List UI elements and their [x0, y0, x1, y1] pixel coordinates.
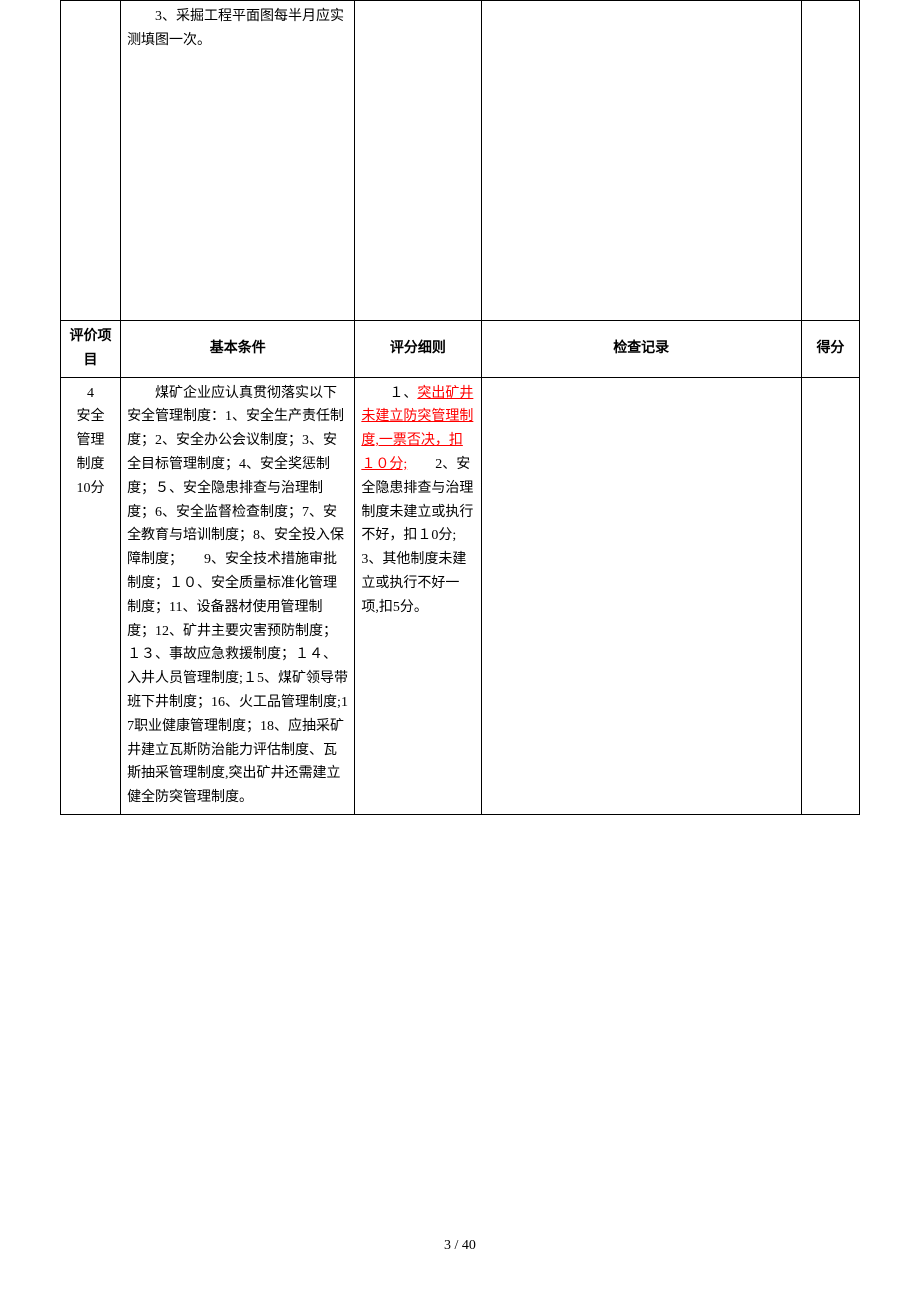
criteria-cell: [355, 1, 481, 321]
category-text: 10分: [77, 481, 105, 496]
category-text: 管理: [77, 433, 105, 448]
category-cell: 4 安全 管理 制度 10分: [61, 377, 121, 814]
record-cell: [481, 377, 801, 814]
header-score: 得分: [801, 321, 859, 378]
table-header-row: 评价项目 基本条件 评分细则 检查记录 得分: [61, 321, 860, 378]
category-cell: [61, 1, 121, 321]
score-cell: [801, 377, 859, 814]
score-cell: [801, 1, 859, 321]
category-number: 4: [87, 386, 94, 401]
condition-cell: 3、采掘工程平面图每半月应实测填图一次。: [121, 1, 355, 321]
header-condition: 基本条件: [121, 321, 355, 378]
header-record: 检查记录: [481, 321, 801, 378]
continuation-table: 3、采掘工程平面图每半月应实测填图一次。 评价项目 基本条件 评分细则 检查记录…: [60, 0, 860, 815]
table-row: 3、采掘工程平面图每半月应实测填图一次。: [61, 1, 860, 321]
header-category: 评价项目: [61, 321, 121, 378]
header-criteria: 评分细则: [355, 321, 481, 378]
table-row: 4 安全 管理 制度 10分 煤矿企业应认真贯彻落实以下安全管理制度：1、安全生…: [61, 377, 860, 814]
category-text: 安全: [77, 409, 105, 424]
page-number: 3 / 40: [444, 1238, 476, 1253]
page-content: 3、采掘工程平面图每半月应实测填图一次。 评价项目 基本条件 评分细则 检查记录…: [0, 0, 920, 815]
page-footer: 3 / 40: [0, 1238, 920, 1254]
criteria-suffix: 2、安全隐患排查与治理制度未建立或执行不好，扣１0分; 3、其他制度未建立或执行…: [361, 457, 484, 615]
condition-cell: 煤矿企业应认真贯彻落实以下安全管理制度：1、安全生产责任制度；2、安全办公会议制…: [121, 377, 355, 814]
criteria-cell: １、突出矿井未建立防突管理制度,一票否决，扣１０分; 2、安全隐患排查与治理制度…: [355, 377, 481, 814]
record-cell: [481, 1, 801, 321]
criteria-prefix: １、: [361, 386, 417, 401]
category-text: 制度: [77, 457, 105, 472]
